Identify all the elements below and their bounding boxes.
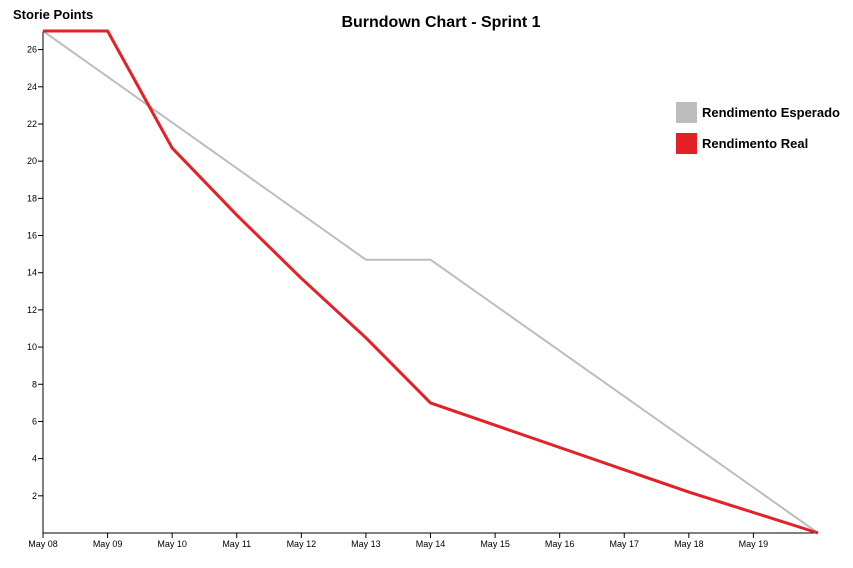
legend-swatch [676,133,697,154]
y-tick-label: 18 [27,193,37,203]
x-tick-label: May 09 [93,539,123,549]
legend-label: Rendimento Real [702,136,808,151]
series-line-rendimento-esperado [42,30,819,534]
x-tick-label: May 10 [157,539,187,549]
y-axis-label: Storie Points [13,7,93,22]
x-tick-label: May 15 [480,539,510,549]
y-tick-label: 4 [32,454,37,464]
y-tick-label: 14 [27,268,37,278]
x-tick-label: May 08 [28,539,58,549]
x-tick-label: May 12 [287,539,317,549]
y-tick-label: 10 [27,342,37,352]
y-tick-label: 20 [27,156,37,166]
series-line-rendimento-real [43,29,819,535]
y-tick-label: 26 [27,45,37,55]
y-tick-label: 16 [27,231,37,241]
x-tick-label: May 14 [416,539,446,549]
y-tick-label: 22 [27,119,37,129]
x-tick-label: May 16 [545,539,575,549]
y-tick-label: 24 [27,82,37,92]
x-tick-label: May 18 [674,539,704,549]
x-tick-label: May 13 [351,539,381,549]
chart-title: Burndown Chart - Sprint 1 [341,14,540,31]
y-tick-label: 8 [32,379,37,389]
x-tick-label: May 19 [739,539,769,549]
y-tick-label: 2 [32,491,37,501]
y-tick-label: 12 [27,305,37,315]
y-tick-label: 6 [32,416,37,426]
series-layer [42,29,819,535]
legend: Rendimento Esperado Rendimento Real [676,102,840,154]
legend-label: Rendimento Esperado [702,105,840,120]
x-tick-label: May 11 [222,539,251,549]
legend-swatch [676,102,697,123]
x-tick-label: May 17 [609,539,639,549]
